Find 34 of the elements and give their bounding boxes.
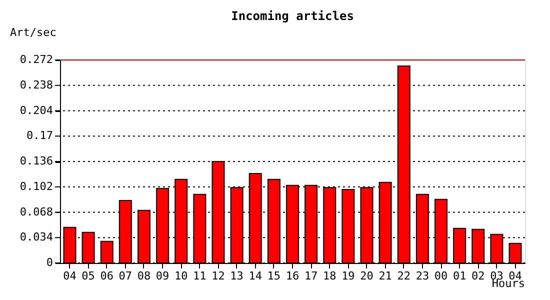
- x-tick-label: 20: [360, 270, 374, 282]
- x-tick-label: 14: [248, 270, 262, 282]
- x-tick-label: 23: [416, 270, 430, 282]
- y-tick-label: 0.034: [20, 230, 54, 244]
- x-tick-label: 11: [193, 270, 206, 282]
- x-tick-label: 22: [397, 270, 410, 282]
- x-tick-label: 02: [472, 270, 485, 282]
- y-tick-label: 0.204: [20, 104, 54, 117]
- x-tick-label: 21: [378, 270, 392, 282]
- x-tick-label: 15: [267, 270, 281, 282]
- y-tick-label: 0.17: [26, 129, 53, 142]
- x-tick-label: 19: [342, 270, 355, 282]
- x-tick-label: 10: [174, 270, 188, 282]
- y-tick-label: 0: [46, 256, 53, 269]
- y-tick-label: 0.238: [20, 78, 53, 92]
- y-tick-label: 0.068: [20, 205, 53, 218]
- y-axis-title: Art/sec: [10, 26, 56, 39]
- y-tick-label: 0.272: [20, 53, 53, 66]
- x-tick-label: 17: [304, 270, 318, 282]
- x-tick-label: 13: [230, 270, 244, 282]
- x-tick-label: 07: [118, 270, 132, 282]
- x-tick-label: 08: [137, 270, 151, 282]
- y-tick-label: 0.102: [20, 180, 53, 193]
- x-tick-label: 09: [156, 270, 170, 282]
- x-tick-label: 18: [323, 270, 336, 282]
- x-tick-label: 06: [100, 270, 114, 282]
- x-tick-label: 04: [63, 270, 77, 282]
- x-tick-label: 12: [212, 270, 225, 282]
- y-tick-label: 0.136: [20, 154, 53, 168]
- x-tick-label: 16: [286, 270, 300, 282]
- chart-title: Incoming articles: [231, 9, 354, 23]
- x-tick-label: 01: [452, 270, 466, 282]
- x-tick-label: 05: [82, 270, 95, 282]
- x-tick-label: 00: [434, 270, 448, 282]
